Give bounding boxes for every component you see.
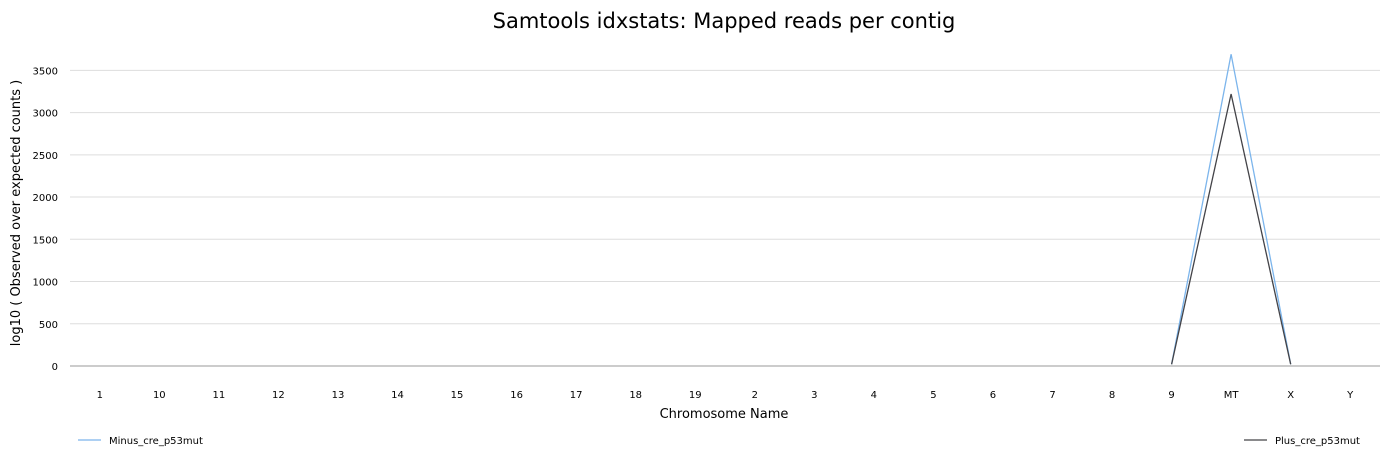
x-tick-label: 10: [153, 390, 166, 401]
series-line-plus-cre-p53mut: [1170, 93, 1292, 365]
legend-item-plus-cre-p53mut[interactable]: Plus_cre_p53mut: [1244, 436, 1360, 447]
x-tick-label: 5: [930, 390, 936, 401]
x-tick-label: 6: [990, 390, 996, 401]
y-axis-label: log10 ( Observed over expected counts ): [9, 80, 24, 347]
x-tick-label: 17: [570, 390, 583, 401]
x-tick-label: 1: [97, 390, 103, 401]
legend: Minus_cre_p53mut Plus_cre_p53mut: [78, 436, 1360, 447]
y-tick-label: 1500: [33, 235, 58, 246]
y-tick-label: 500: [39, 320, 58, 331]
x-tick-label: 14: [391, 390, 404, 401]
x-tick-label: 9: [1168, 390, 1174, 401]
y-tick-label: 3500: [33, 66, 58, 77]
x-tick-label: 2: [752, 390, 758, 401]
x-tick-label: Y: [1346, 390, 1354, 401]
legend-item-minus-cre-p53mut[interactable]: Minus_cre_p53mut: [78, 436, 203, 447]
y-tick-label: 2500: [33, 151, 58, 162]
y-tick-label: 3000: [33, 109, 58, 120]
x-axis-label: Chromosome Name: [660, 407, 789, 422]
legend-label: Plus_cre_p53mut: [1275, 436, 1360, 447]
y-tick-label: 0: [52, 362, 58, 373]
x-tick-label: 7: [1049, 390, 1055, 401]
legend-label: Minus_cre_p53mut: [109, 436, 203, 447]
y-tick-label: 1000: [33, 278, 58, 289]
grid: [70, 69, 1380, 367]
x-tick-label: X: [1287, 390, 1294, 401]
chart-title: Samtools idxstats: Mapped reads per cont…: [493, 9, 956, 33]
y-axis-ticks: 0 500 1000 1500 2000 2500 3000 3500: [33, 66, 58, 373]
x-tick-label: 16: [510, 390, 523, 401]
series-line-minus-cre-p53mut: [1170, 54, 1292, 365]
y-tick-label: 2000: [33, 193, 58, 204]
x-tick-label: 11: [212, 390, 225, 401]
x-tick-label: 13: [332, 390, 345, 401]
x-axis-ticks: 1 10 11 12 13 14 15 16 17 18 19 2 3 4 5 6 7 8 9 MT X Y: [97, 390, 1355, 401]
x-tick-label: 8: [1109, 390, 1115, 401]
x-tick-label: 4: [871, 390, 877, 401]
x-tick-label: 19: [689, 390, 702, 401]
x-tick-label: 12: [272, 390, 285, 401]
x-tick-label: 3: [811, 390, 817, 401]
series-lines: [1170, 54, 1292, 365]
x-tick-label: 15: [451, 390, 464, 401]
x-tick-label: MT: [1224, 390, 1240, 401]
x-tick-label: 18: [629, 390, 642, 401]
